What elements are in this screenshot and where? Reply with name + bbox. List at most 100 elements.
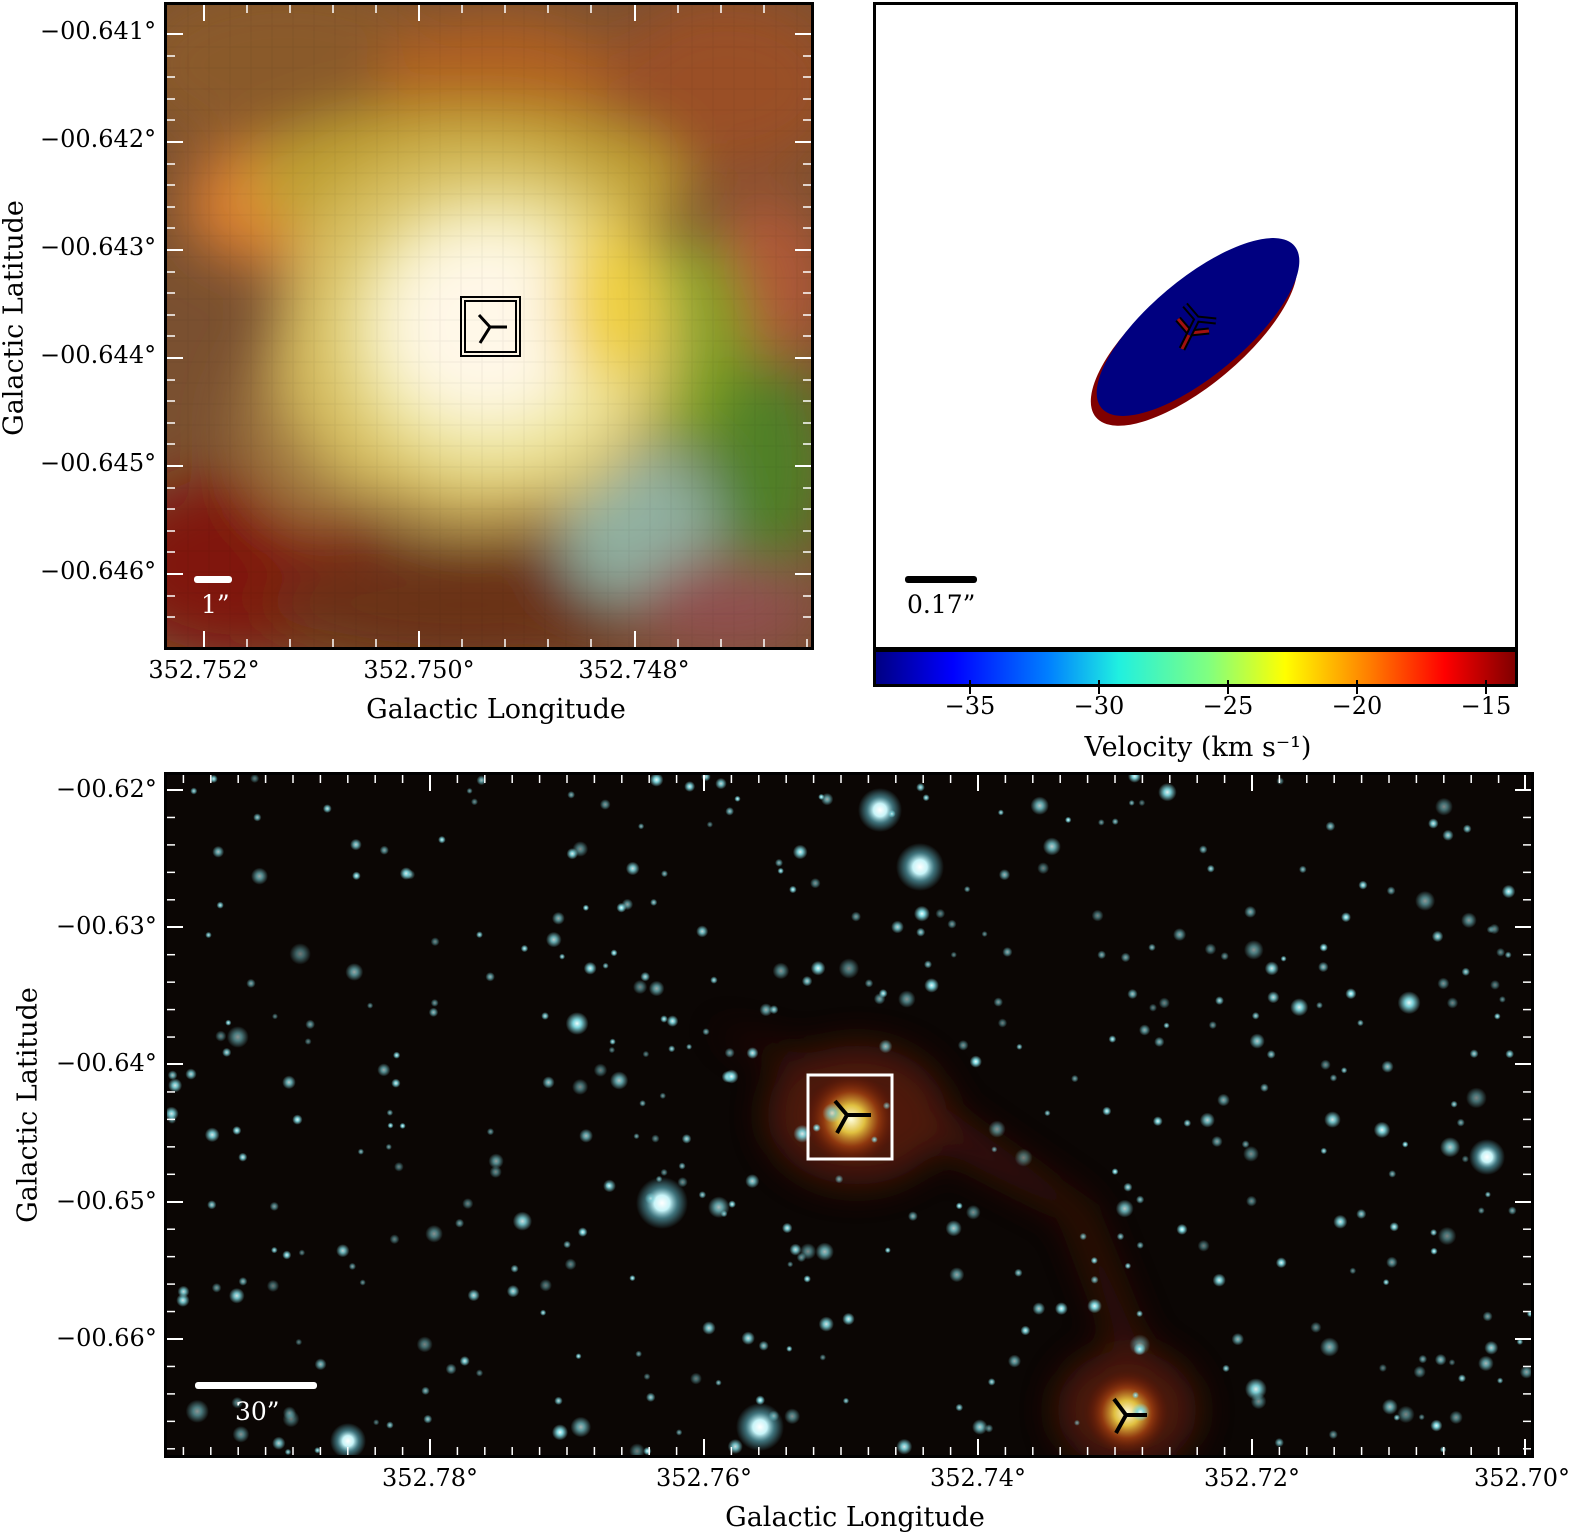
field-star [724,1047,735,1058]
field-star [1458,1374,1466,1383]
field-star [1199,1112,1215,1128]
x-tick-label: 352.748° [578,656,690,684]
x-axis-title: Galactic Longitude [725,1502,985,1533]
field-star [650,898,658,906]
field-star [1428,818,1439,829]
field-star [1397,991,1421,1015]
field-star [1197,1239,1210,1252]
field-star [810,960,826,976]
x-tick-label: 352.72° [1204,1464,1300,1492]
field-star [1389,1222,1399,1232]
field-star [955,1202,963,1210]
field-star [1434,1353,1447,1366]
field-star [1116,1232,1125,1241]
field-star [801,975,813,987]
field-star [486,1128,495,1136]
field-star [884,1247,891,1254]
x-tick-label: 352.750° [363,656,475,684]
field-star [1328,1430,1338,1440]
field-star [430,937,440,947]
field-star [635,1350,642,1358]
x-tick-label: 352.76° [656,1464,752,1492]
velocity-colorbar [873,649,1518,687]
field-star [1356,1209,1367,1219]
field-star [649,775,664,787]
field-star [991,1146,998,1153]
field-star [542,1076,555,1089]
field-star [608,1046,616,1054]
field-star [1136,1241,1144,1249]
field-star [405,869,416,880]
field-star [559,953,566,960]
field-star [391,1078,401,1088]
field-star [1402,1141,1409,1148]
field-star [554,1396,563,1405]
field-star [677,1177,688,1188]
field-star [819,1354,826,1361]
field-star [643,1373,651,1380]
field-star [1133,1343,1146,1356]
field-star [1329,1074,1338,1082]
field-star [394,1162,404,1172]
field-star [746,1047,759,1059]
field-star [462,1198,474,1210]
field-star [185,1399,209,1423]
field-star [1231,1333,1245,1346]
field-star [924,960,932,969]
field-star [1154,1036,1165,1047]
field-star [997,1018,1008,1028]
field-star [935,908,946,919]
field-star [232,1426,250,1443]
field-star [851,911,861,922]
field-star [1415,890,1436,911]
field-star [539,1279,552,1292]
field-star [998,869,1011,881]
field-star [1097,950,1106,960]
field-star [476,775,487,786]
zoom-image-panel: 1” [164,2,814,650]
field-star [629,1275,636,1282]
field-star [1431,930,1444,943]
field-star [232,1126,242,1135]
field-star [471,798,478,806]
field-star [1065,816,1072,824]
field-star [741,1331,755,1345]
field-star [887,809,896,818]
field-star [168,1078,183,1093]
velocity-map-panel: 0.17” [873,2,1518,650]
field-star [993,997,1003,1007]
field-star [476,931,483,939]
field-star [789,885,797,894]
scale-bar-label: 0.17” [907,590,976,619]
field-star [710,976,718,984]
field-star [916,927,926,937]
field-star [231,1396,244,1409]
field-star [1042,837,1061,856]
field-star [1183,1119,1192,1127]
source-marker [460,296,521,357]
field-star [345,963,364,981]
field-star [1128,775,1142,783]
field-star [1044,1110,1051,1117]
field-star [997,809,1004,816]
field-star [305,1019,315,1030]
field-star [367,1002,374,1009]
field-star [272,1436,286,1450]
field-star [251,867,268,885]
scale-bar [905,576,977,583]
field-star [818,793,825,800]
field-star [546,931,562,948]
wide-field-image [167,775,1531,1455]
field-star [668,1045,676,1053]
field-star [1108,1035,1117,1043]
field-star [1349,1267,1357,1275]
field-star [572,1078,589,1095]
field-star [609,1038,616,1045]
field-star [957,1040,969,1051]
field-star [1266,1050,1276,1059]
field-star [838,958,860,979]
field-star [1499,996,1506,1003]
field-star [421,1386,430,1395]
x-tick-label: 352.752° [148,656,260,684]
field-star [1319,943,1328,952]
